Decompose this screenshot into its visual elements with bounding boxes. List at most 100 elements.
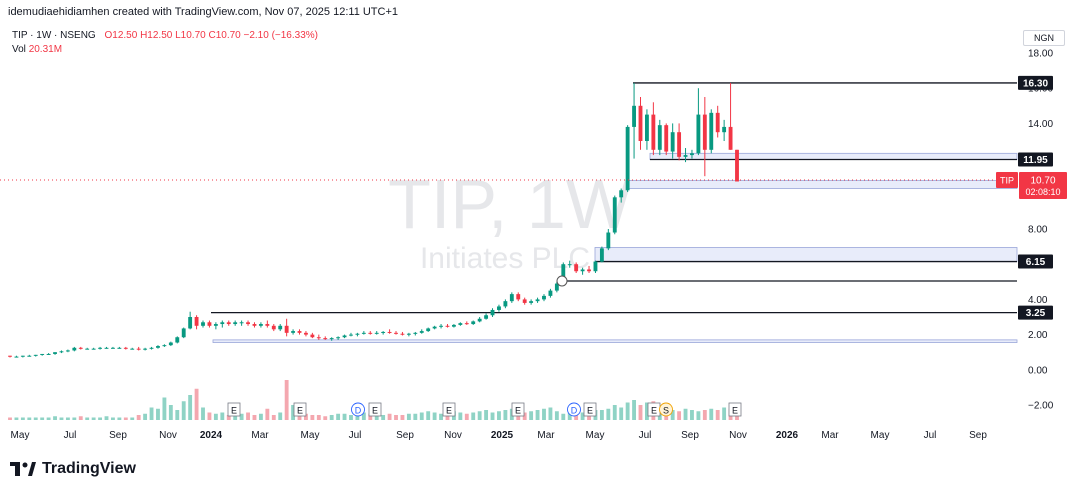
- candle-body[interactable]: [644, 114, 649, 141]
- candle-body[interactable]: [46, 353, 51, 355]
- candle-body[interactable]: [278, 325, 283, 330]
- candle-body[interactable]: [8, 355, 12, 357]
- candle-body[interactable]: [567, 264, 572, 266]
- candle-body[interactable]: [426, 328, 431, 332]
- candle-body[interactable]: [297, 331, 302, 333]
- candle-body[interactable]: [664, 125, 669, 152]
- candle-body[interactable]: [291, 331, 296, 333]
- candle-body[interactable]: [554, 283, 559, 291]
- candle-body[interactable]: [14, 356, 19, 358]
- candle-body[interactable]: [625, 126, 630, 191]
- candle-body[interactable]: [207, 322, 212, 326]
- split-marker[interactable]: S: [659, 402, 673, 417]
- candle-body[interactable]: [484, 315, 489, 319]
- support-zone[interactable]: [594, 247, 1018, 262]
- candle-body[interactable]: [316, 337, 321, 339]
- candle-body[interactable]: [516, 294, 521, 300]
- candle-body[interactable]: [59, 351, 64, 353]
- candle-body[interactable]: [220, 322, 225, 325]
- candle-body[interactable]: [535, 299, 540, 302]
- candle-body[interactable]: [722, 126, 727, 133]
- candle-body[interactable]: [27, 355, 32, 357]
- candle-body[interactable]: [683, 155, 688, 157]
- candle-body[interactable]: [477, 318, 482, 322]
- candle-body[interactable]: [458, 323, 463, 325]
- candle-body[interactable]: [599, 248, 604, 262]
- candle-body[interactable]: [342, 335, 347, 338]
- candle-body[interactable]: [329, 338, 334, 340]
- candle-body[interactable]: [143, 348, 148, 350]
- candle-body[interactable]: [464, 323, 469, 325]
- candle-body[interactable]: [670, 132, 675, 152]
- candle-body[interactable]: [233, 322, 238, 325]
- candle-body[interactable]: [168, 342, 173, 346]
- dividend-marker[interactable]: D: [567, 402, 581, 417]
- currency-button[interactable]: NGN: [1023, 30, 1065, 46]
- candle-body[interactable]: [439, 325, 443, 327]
- candle-body[interactable]: [432, 326, 437, 329]
- candle-body[interactable]: [188, 317, 193, 329]
- candle-body[interactable]: [548, 290, 553, 296]
- candle-body[interactable]: [33, 354, 38, 356]
- candle-body[interactable]: [111, 347, 115, 349]
- drawing-anchor-handle[interactable]: [556, 275, 568, 287]
- candle-body[interactable]: [587, 269, 591, 272]
- candle-body[interactable]: [657, 125, 662, 150]
- support-zone[interactable]: [212, 339, 1018, 343]
- candle-body[interactable]: [226, 322, 231, 325]
- candle-body[interactable]: [503, 301, 508, 307]
- candle-body[interactable]: [175, 337, 180, 343]
- candle-body[interactable]: [619, 190, 624, 198]
- candle-body[interactable]: [490, 309, 495, 316]
- candle-body[interactable]: [394, 332, 398, 334]
- candle-body[interactable]: [445, 325, 450, 327]
- earnings-marker[interactable]: E: [442, 402, 456, 417]
- candle-body[interactable]: [162, 345, 167, 347]
- candle-body[interactable]: [271, 325, 276, 330]
- candle-body[interactable]: [149, 347, 154, 349]
- candle-body[interactable]: [593, 261, 598, 272]
- candle-body[interactable]: [574, 264, 579, 272]
- candle-body[interactable]: [374, 332, 379, 334]
- candle-body[interactable]: [709, 112, 714, 150]
- earnings-marker[interactable]: E: [227, 402, 241, 417]
- candle-body[interactable]: [632, 105, 636, 127]
- candle-body[interactable]: [265, 324, 270, 326]
- candle-body[interactable]: [406, 333, 411, 335]
- candle-body[interactable]: [561, 264, 566, 284]
- candle-body[interactable]: [258, 324, 263, 326]
- earnings-marker[interactable]: E: [293, 402, 307, 417]
- candle-body[interactable]: [117, 347, 122, 349]
- candle-body[interactable]: [53, 352, 57, 354]
- earnings-marker[interactable]: E: [728, 402, 742, 417]
- candle-body[interactable]: [651, 114, 656, 150]
- candle-body[interactable]: [201, 322, 205, 326]
- candle-body[interactable]: [246, 322, 250, 325]
- candle-body[interactable]: [368, 332, 373, 334]
- earnings-marker[interactable]: E: [511, 402, 525, 417]
- earnings-marker[interactable]: E: [583, 402, 597, 417]
- candle-body[interactable]: [78, 347, 83, 349]
- candle-body[interactable]: [728, 126, 733, 150]
- candle-body[interactable]: [471, 321, 476, 325]
- candle-body[interactable]: [323, 338, 328, 340]
- candle-body[interactable]: [130, 348, 135, 350]
- candle-body[interactable]: [580, 269, 585, 272]
- candle-body[interactable]: [696, 114, 701, 154]
- dividend-marker[interactable]: D: [351, 402, 365, 417]
- candle-body[interactable]: [252, 324, 257, 326]
- tradingview-logo[interactable]: TradingView: [10, 460, 136, 478]
- candle-body[interactable]: [702, 114, 707, 150]
- candle-body[interactable]: [606, 232, 611, 249]
- candle-body[interactable]: [735, 149, 739, 182]
- candle-body[interactable]: [91, 348, 96, 350]
- candle-body[interactable]: [85, 348, 90, 350]
- candle-body[interactable]: [522, 299, 527, 303]
- candle-body[interactable]: [40, 353, 45, 355]
- candle-body[interactable]: [361, 332, 366, 334]
- candle-body[interactable]: [104, 347, 109, 349]
- candle-body[interactable]: [213, 324, 218, 326]
- candle-body[interactable]: [451, 324, 456, 327]
- candle-body[interactable]: [638, 105, 643, 141]
